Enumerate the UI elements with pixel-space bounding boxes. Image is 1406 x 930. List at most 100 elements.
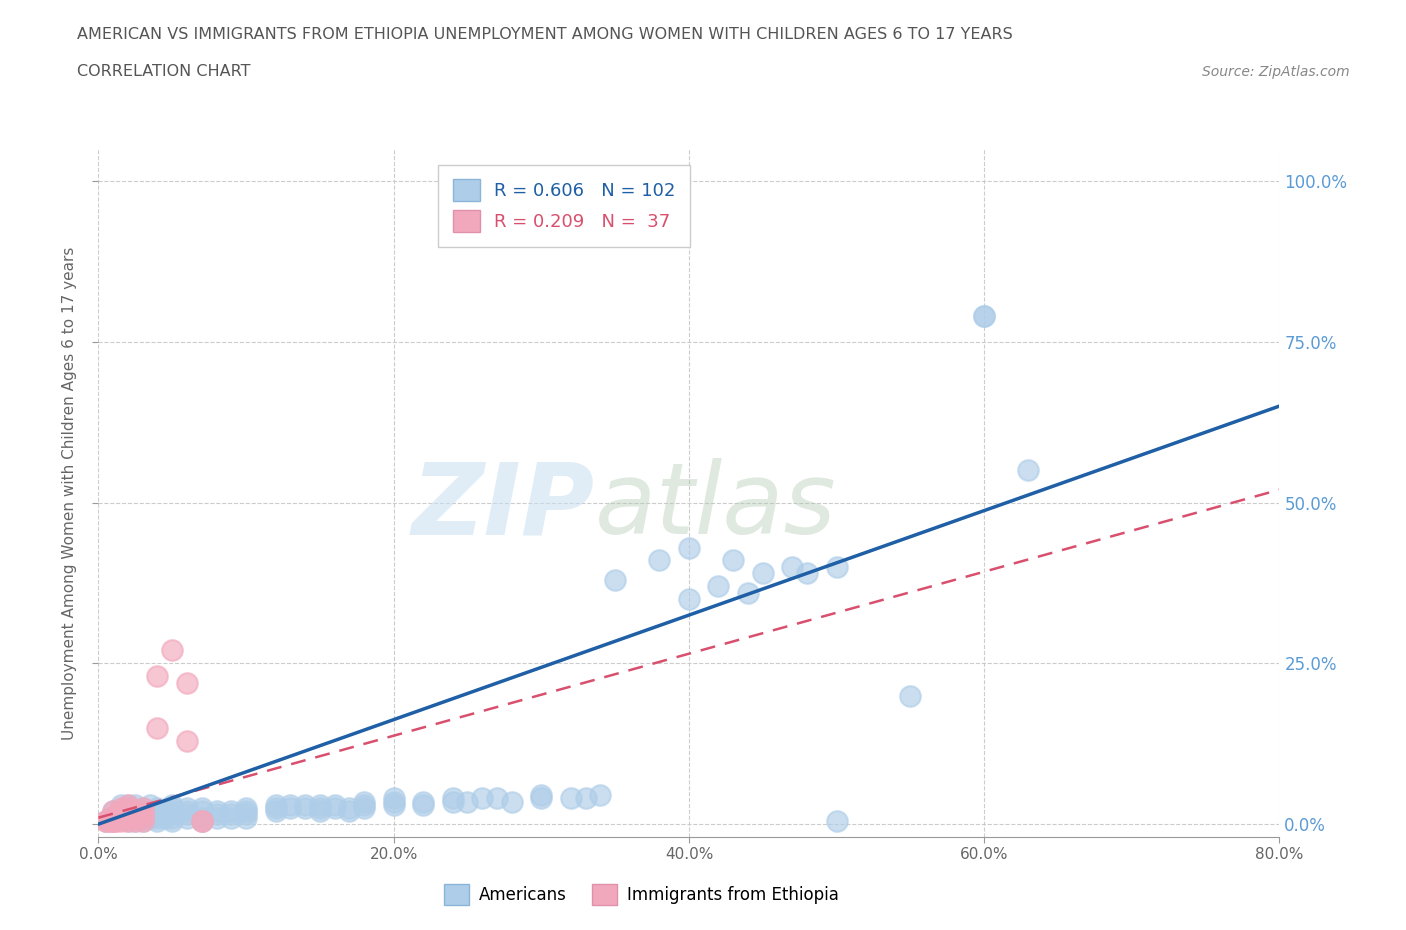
Point: [117, 814, 139, 829]
Point: [176, 804, 198, 818]
Point: [110, 804, 132, 818]
Point: [191, 804, 214, 818]
Point: [110, 814, 132, 829]
Point: [456, 794, 478, 809]
Point: [205, 804, 228, 818]
Point: [973, 309, 995, 324]
Point: [176, 810, 198, 825]
Point: [124, 804, 146, 818]
Point: [153, 804, 176, 818]
Point: [132, 807, 155, 822]
Point: [153, 810, 176, 825]
Point: [176, 675, 198, 690]
Point: [219, 804, 242, 818]
Point: [162, 797, 183, 812]
Point: [105, 814, 128, 829]
Point: [323, 801, 346, 816]
Point: [139, 797, 162, 812]
Point: [94, 814, 117, 829]
Point: [124, 810, 146, 825]
Point: [139, 807, 162, 822]
Point: [501, 794, 523, 809]
Point: [323, 797, 346, 812]
Point: [382, 794, 405, 809]
Point: [530, 791, 553, 806]
Point: [973, 309, 995, 324]
Point: [132, 810, 155, 825]
Point: [441, 791, 464, 806]
Point: [678, 540, 700, 555]
Point: [205, 810, 228, 825]
Point: [103, 810, 125, 825]
Point: [235, 801, 257, 816]
Point: [162, 804, 183, 818]
Text: Source: ZipAtlas.com: Source: ZipAtlas.com: [1202, 65, 1350, 79]
Point: [103, 804, 125, 818]
Point: [124, 797, 146, 812]
Point: [278, 801, 302, 816]
Point: [98, 810, 121, 825]
Point: [94, 814, 117, 829]
Point: [117, 810, 139, 825]
Point: [294, 801, 316, 816]
Point: [382, 791, 405, 806]
Point: [782, 560, 804, 575]
Point: [235, 804, 257, 818]
Point: [309, 797, 332, 812]
Point: [309, 801, 332, 816]
Point: [105, 807, 128, 822]
Point: [162, 643, 183, 658]
Point: [219, 807, 242, 822]
Point: [339, 804, 360, 818]
Point: [162, 807, 183, 822]
Text: AMERICAN VS IMMIGRANTS FROM ETHIOPIA UNEMPLOYMENT AMONG WOMEN WITH CHILDREN AGES: AMERICAN VS IMMIGRANTS FROM ETHIOPIA UNE…: [77, 27, 1014, 42]
Point: [103, 814, 125, 829]
Point: [353, 797, 375, 812]
Point: [124, 807, 146, 822]
Point: [723, 553, 745, 568]
Point: [132, 807, 155, 822]
Point: [103, 814, 125, 829]
Point: [235, 810, 257, 825]
Point: [146, 814, 169, 829]
Point: [205, 807, 228, 822]
Point: [98, 810, 121, 825]
Point: [110, 801, 132, 816]
Point: [264, 797, 287, 812]
Y-axis label: Unemployment Among Women with Children Ages 6 to 17 years: Unemployment Among Women with Children A…: [62, 246, 77, 739]
Point: [191, 810, 214, 825]
Point: [117, 801, 139, 816]
Point: [124, 814, 146, 829]
Point: [162, 814, 183, 829]
Point: [176, 807, 198, 822]
Point: [110, 810, 132, 825]
Point: [294, 797, 316, 812]
Point: [339, 801, 360, 816]
Point: [589, 788, 612, 803]
Point: [825, 560, 848, 575]
Point: [471, 791, 494, 806]
Point: [900, 688, 922, 703]
Point: [132, 804, 155, 818]
Point: [191, 814, 214, 829]
Point: [146, 807, 169, 822]
Point: [162, 801, 183, 816]
Point: [441, 794, 464, 809]
Point: [162, 810, 183, 825]
Point: [648, 553, 671, 568]
Point: [103, 814, 125, 829]
Point: [309, 804, 332, 818]
Point: [124, 810, 146, 825]
Point: [707, 578, 730, 593]
Point: [132, 810, 155, 825]
Point: [132, 804, 155, 818]
Point: [191, 814, 214, 829]
Point: [132, 814, 155, 829]
Point: [278, 797, 302, 812]
Point: [486, 791, 509, 806]
Point: [796, 565, 818, 580]
Point: [605, 572, 627, 587]
Point: [574, 791, 596, 806]
Point: [110, 797, 132, 812]
Point: [124, 804, 146, 818]
